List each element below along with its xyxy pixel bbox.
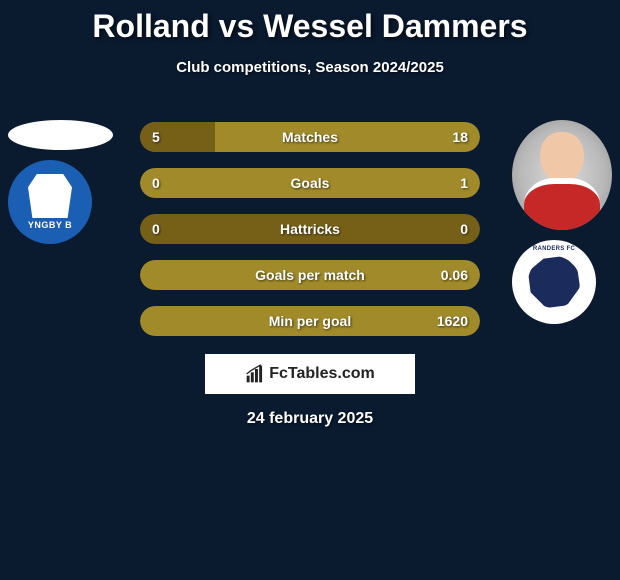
comparison-date: 24 february 2025 (0, 410, 620, 428)
player-face-icon (512, 120, 612, 230)
stat-label: Min per goal (140, 306, 480, 336)
stat-bar-row: 01Goals (140, 168, 480, 198)
stat-bar-row: 1620Min per goal (140, 306, 480, 336)
chart-icon (245, 364, 265, 384)
stat-label: Hattricks (140, 214, 480, 244)
stat-label: Goals per match (140, 260, 480, 290)
comparison-subtitle: Club competitions, Season 2024/2025 (0, 59, 620, 76)
branding-text: FcTables.com (269, 365, 375, 383)
stat-bars-container: 518Matches 01Goals 00Hattricks 0.06Goals pe… (140, 122, 480, 352)
right-player-avatar (512, 120, 612, 230)
comparison-title: Rolland vs Wessel Dammers (0, 0, 620, 45)
right-club-badge (512, 240, 596, 324)
stat-bar-row: 00Hattricks (140, 214, 480, 244)
branding-badge: FcTables.com (205, 354, 415, 394)
stat-bar-row: 0.06Goals per match (140, 260, 480, 290)
stat-label: Goals (140, 168, 480, 198)
left-player-column (8, 120, 113, 244)
left-player-avatar (8, 120, 113, 150)
left-club-badge (8, 160, 92, 244)
right-player-column (512, 120, 612, 324)
stat-bar-row: 518Matches (140, 122, 480, 152)
stat-label: Matches (140, 122, 480, 152)
